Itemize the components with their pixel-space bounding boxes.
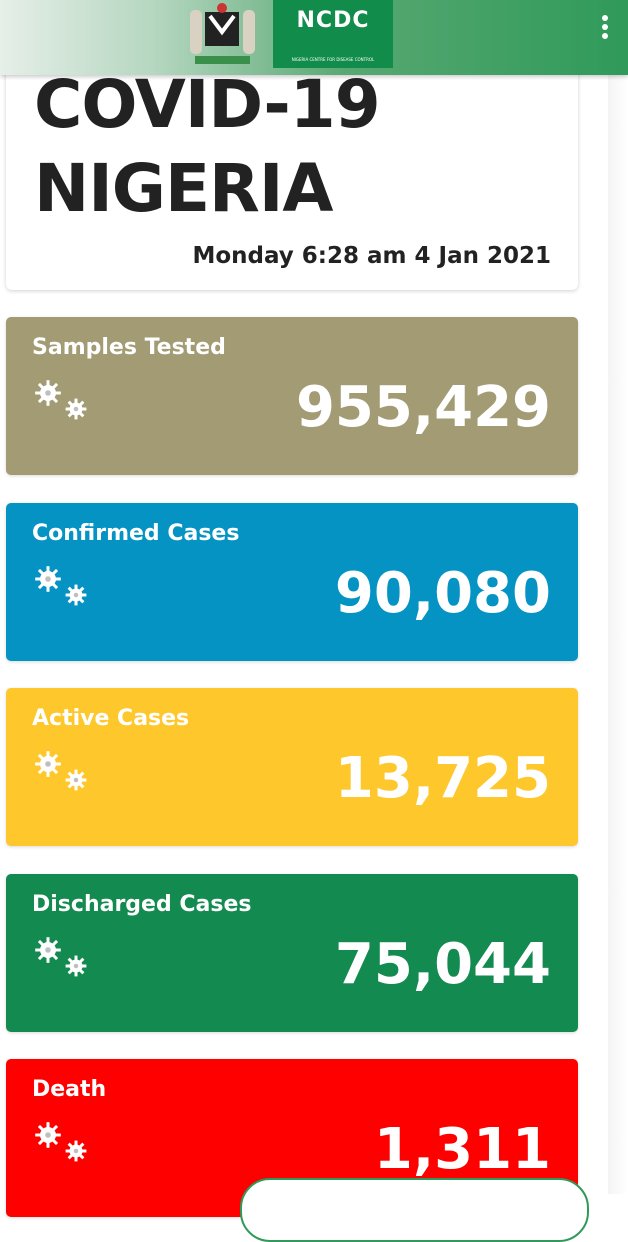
stat-value: 955,429 bbox=[295, 375, 551, 440]
title-line: NIGERIA bbox=[34, 150, 334, 227]
title-line: COVID-19 bbox=[34, 66, 381, 143]
menu-button[interactable] bbox=[602, 15, 608, 42]
virus-icon bbox=[35, 565, 87, 605]
virus-icon bbox=[35, 936, 87, 976]
virus-icon bbox=[35, 751, 87, 791]
coat-of-arms bbox=[190, 3, 255, 64]
stat-label: Samples Tested bbox=[32, 335, 226, 360]
stat-value: 75,044 bbox=[334, 931, 551, 997]
logo-text: NCDC bbox=[296, 8, 370, 33]
scrollbar-track bbox=[608, 75, 628, 1194]
stat-label: Active Cases bbox=[32, 706, 190, 731]
stat-card: Samples Tested 955,429 bbox=[6, 317, 578, 475]
stat-value: 13,725 bbox=[334, 746, 551, 811]
date: Monday 6:28 am 4 Jan 2021 bbox=[192, 243, 551, 269]
title-card: COVID-19 NIGERIA Monday 6:28 am 4 Jan 20… bbox=[6, 40, 578, 290]
stat-value: 90,080 bbox=[334, 560, 551, 626]
stat-card: Confirmed Cases 90,080 bbox=[6, 502, 578, 661]
stat-card: Discharged Cases 75,044 bbox=[6, 873, 578, 1032]
header: NCDC NIGERIA CENTRE FOR DISEASE CONTROL bbox=[0, 0, 628, 75]
logo-subtext: NIGERIA CENTRE FOR DISEASE CONTROL bbox=[291, 57, 375, 62]
stat-card: Active Cases 13,725 bbox=[6, 688, 578, 846]
stat-label: Confirmed Cases bbox=[32, 520, 240, 546]
virus-icon bbox=[35, 1122, 87, 1162]
ncdc-logo: NCDC NIGERIA CENTRE FOR DISEASE CONTROL bbox=[273, 0, 393, 68]
stat-value: 1,311 bbox=[373, 1117, 551, 1182]
stat-label: Death bbox=[32, 1077, 107, 1102]
virus-icon bbox=[35, 380, 87, 420]
floating-button[interactable] bbox=[240, 1178, 589, 1242]
stat-label: Discharged Cases bbox=[32, 891, 252, 917]
